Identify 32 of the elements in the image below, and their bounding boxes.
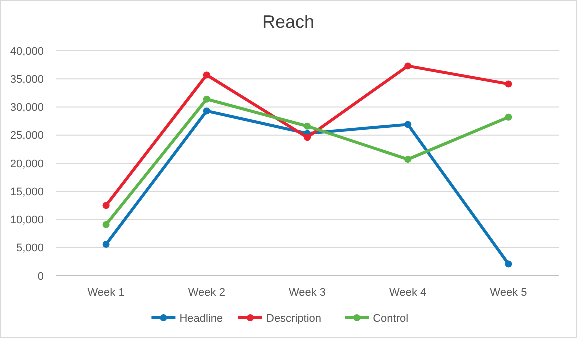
point <box>404 156 412 164</box>
y-tick-label: 0 <box>38 270 44 283</box>
x-tick-label: Week 4 <box>390 287 427 299</box>
point <box>102 241 110 248</box>
y-tick-label: 10,000 <box>10 214 44 227</box>
point <box>505 114 512 121</box>
legend-label: Description <box>266 312 322 325</box>
chart-title: Reach <box>262 12 315 32</box>
point <box>304 134 311 142</box>
point <box>102 221 110 228</box>
point <box>505 260 512 268</box>
point <box>203 96 210 103</box>
legend-label: Headline <box>180 312 224 325</box>
x-tick-label: Week 5 <box>490 287 528 299</box>
y-tick-label: 15,000 <box>10 186 44 198</box>
point <box>505 80 512 88</box>
y-tick-label: 30,000 <box>10 102 44 114</box>
legend-label: Control <box>373 312 409 325</box>
point <box>102 202 110 210</box>
y-tick-label: 25,000 <box>10 130 44 142</box>
point <box>404 62 412 70</box>
x-tick-label: Week 2 <box>188 287 226 299</box>
point <box>404 121 412 128</box>
point <box>203 108 210 115</box>
y-tick-label: 20,000 <box>10 158 44 170</box>
x-tick-label: Week 1 <box>88 287 125 299</box>
x-tick-label: Week 3 <box>288 287 326 299</box>
y-tick-label: 40,000 <box>10 46 44 58</box>
y-tick-label: 35,000 <box>10 74 44 86</box>
point <box>304 122 311 130</box>
point <box>203 72 210 79</box>
y-tick-label: 5,000 <box>16 242 44 255</box>
